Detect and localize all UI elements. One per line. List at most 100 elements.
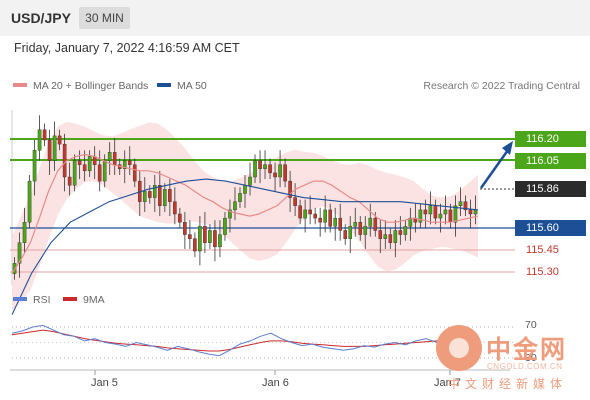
- candle-body-28: [153, 185, 157, 198]
- candle-body-84: [433, 205, 438, 219]
- candle-body-60: [313, 213, 317, 219]
- candle-body-22: [122, 160, 127, 169]
- candle-body-82: [423, 209, 428, 215]
- watermark-subtitle: 中文财经新媒体: [448, 377, 568, 391]
- candle-body-65: [338, 217, 343, 231]
- candle-body-1: [17, 242, 22, 264]
- candle-body-70: [363, 226, 368, 235]
- price-level-lines: [10, 138, 515, 273]
- legend-ma50: MA 50: [157, 80, 207, 92]
- timeframe-button[interactable]: 30 MIN: [79, 7, 130, 29]
- candle-body-73: [378, 230, 383, 239]
- candle-body-90: [463, 201, 468, 211]
- candle-body-36: [193, 238, 197, 252]
- symbol-title: USD/JPY: [11, 10, 71, 26]
- candle-body-8: [52, 135, 57, 161]
- research-credit: Research © 2022 Trading Central: [423, 80, 580, 92]
- candle-body-57: [298, 205, 302, 219]
- candle-body-42: [223, 217, 227, 235]
- forecast-arrow-shaft: [479, 149, 510, 189]
- candle-body-13: [77, 160, 82, 165]
- ma20-swatch: [13, 83, 27, 88]
- candle-body-91: [468, 209, 473, 215]
- candle-body-88: [453, 205, 458, 223]
- candle-body-12: [72, 160, 77, 186]
- candle-body-45: [238, 193, 242, 202]
- rsi-panel: [11, 324, 515, 359]
- bollinger-band-fill: [12, 121, 478, 311]
- candle-body-44: [233, 201, 237, 211]
- candle-body-30: [163, 189, 167, 206]
- moving-averages: [11, 153, 479, 315]
- candle-body-52: [273, 172, 277, 178]
- candle-body-92: [473, 209, 478, 215]
- support-1-label: 115.60: [515, 220, 586, 236]
- candle-body-71: [368, 217, 373, 227]
- candle-body-66: [343, 230, 348, 239]
- candle-body-31: [168, 189, 172, 202]
- candle-body-63: [328, 209, 332, 227]
- candle-body-0: [12, 263, 17, 274]
- candle-body-11: [67, 176, 72, 186]
- candle-body-83: [428, 205, 433, 215]
- candle-body-32: [173, 201, 177, 215]
- candle-body-59: [308, 209, 312, 215]
- resistance-1-label: 116.05: [515, 153, 586, 169]
- candle-body-14: [82, 164, 87, 172]
- candle-body-85: [438, 213, 443, 219]
- watermark-domain: CNGOLD.COM.CN: [487, 362, 563, 371]
- ma50-swatch: [157, 83, 171, 88]
- candle-body-26: [142, 191, 147, 202]
- candle-body-47: [248, 176, 252, 186]
- last-price-label: 115.86: [515, 181, 586, 197]
- candle-body-72: [373, 217, 378, 231]
- candle-body-76: [393, 230, 398, 243]
- timestamp: Friday, January 7, 2022 4:16:59 AM CET: [14, 41, 240, 55]
- candle-body-86: [443, 209, 448, 215]
- rsi-ma-label: 9MA: [83, 294, 105, 306]
- top-bar: USD/JPY 30 MIN: [0, 0, 590, 36]
- rsi-line: [11, 324, 479, 357]
- candle-body-64: [333, 217, 337, 227]
- candle-body-23: [127, 160, 132, 165]
- watermark-logo-inner-icon: [449, 338, 469, 358]
- candle-body-17: [97, 164, 102, 182]
- support-2-label: 115.45: [526, 244, 559, 256]
- candle-body-81: [418, 209, 423, 223]
- candle-body-9: [57, 135, 62, 145]
- ma50-label: MA 50: [177, 80, 207, 92]
- candle-body-50: [263, 164, 267, 169]
- candle-body-43: [228, 209, 232, 219]
- candle-body-6: [42, 129, 47, 141]
- candle-body-87: [448, 209, 453, 223]
- candle-body-2: [22, 222, 27, 243]
- support-3-label: 115.30: [526, 266, 559, 278]
- legend-rsi-ma: 9MA: [63, 294, 105, 306]
- candle-body-24: [132, 164, 137, 182]
- legend-ma20: MA 20 + Bollinger Bands: [13, 80, 148, 92]
- rsi-ma-line: [11, 329, 478, 352]
- candle-body-89: [458, 201, 463, 206]
- legend-rsi: RSI: [13, 294, 51, 306]
- candle-body-19: [107, 152, 112, 161]
- candle-body-15: [87, 156, 92, 172]
- x-label-jan5: Jan 5: [91, 377, 118, 389]
- candle-body-3: [27, 180, 32, 223]
- watermark-title: 中金网: [486, 336, 568, 364]
- candle-body-51: [268, 164, 272, 174]
- candle-body-56: [293, 197, 297, 206]
- rsi-swatch: [13, 297, 27, 302]
- candle-body-61: [318, 217, 322, 223]
- candle-body-33: [178, 213, 182, 223]
- candle-body-54: [283, 164, 287, 182]
- x-label-jan7: Jan 7: [434, 377, 461, 389]
- candle-body-41: [218, 234, 222, 248]
- rsi-level-70: 70: [525, 319, 537, 331]
- candle-body-75: [388, 234, 393, 243]
- candle-body-55: [288, 180, 292, 198]
- candle-body-46: [243, 185, 247, 194]
- bollinger-bands: [12, 121, 478, 311]
- x-label-jan6: Jan 6: [262, 377, 289, 389]
- candlesticks: [12, 115, 478, 280]
